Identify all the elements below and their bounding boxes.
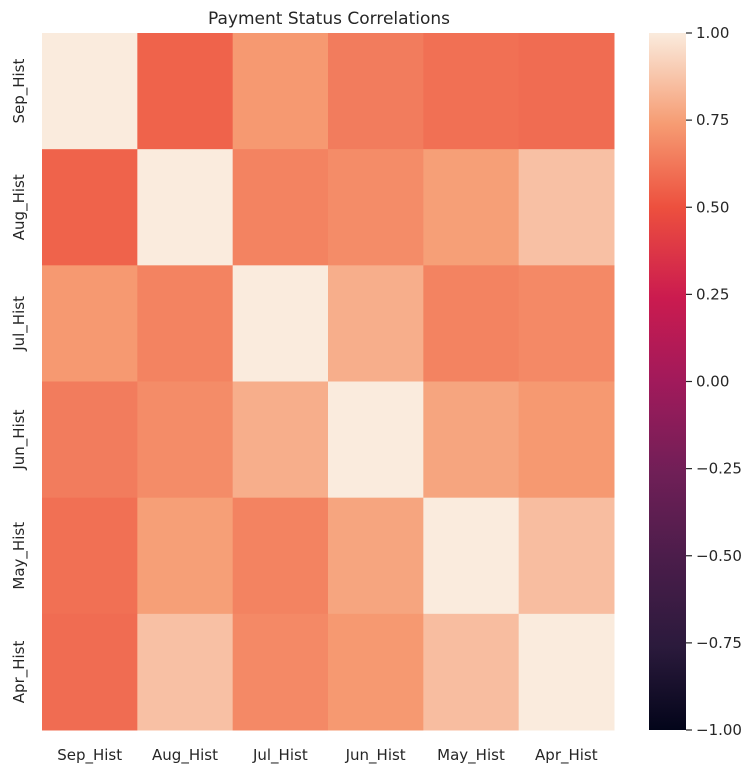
heatmap-cell xyxy=(137,265,234,382)
y-axis-tick-labels: Sep_Hist Aug_Hist Jul_Hist Jun_Hist May_Hist… xyxy=(10,59,29,704)
colorbar-gradient xyxy=(649,33,686,730)
heatmap-cell xyxy=(232,33,329,150)
heatmap-cell xyxy=(328,381,424,499)
heatmap-cell xyxy=(518,265,615,382)
heatmap-cell xyxy=(518,149,615,266)
y-tick-label: Aug_Hist xyxy=(10,174,29,240)
heatmap-cell xyxy=(42,613,138,731)
heatmap-cell xyxy=(137,613,234,731)
heatmap-cell xyxy=(423,149,520,266)
heatmap-cell xyxy=(328,33,424,150)
y-tick-label: Jun_Hist xyxy=(10,409,29,470)
heatmap-cell xyxy=(328,613,424,731)
x-tick-label: Aug_Hist xyxy=(152,746,218,765)
colorbar-tick-label: −0.75 xyxy=(696,634,742,652)
colorbar-tick-label: 0.25 xyxy=(696,285,729,303)
y-tick-label: Apr_Hist xyxy=(10,641,29,704)
x-tick-label: Jul_Hist xyxy=(252,746,308,765)
heatmap-cell xyxy=(42,149,138,266)
heatmap-cell xyxy=(137,33,234,150)
heatmap-cell xyxy=(423,613,520,731)
heatmap-cell xyxy=(423,265,520,382)
colorbar-tick-label: −0.50 xyxy=(696,547,742,565)
heatmap-cell xyxy=(42,265,138,382)
heatmap-cell xyxy=(232,149,329,266)
colorbar-tick-label: 0.50 xyxy=(696,198,729,216)
heatmap-cell xyxy=(42,497,138,615)
heatmap-cell xyxy=(232,265,329,382)
heatmap-cell xyxy=(137,149,234,266)
heatmap-cell xyxy=(137,381,234,499)
heatmap-cell xyxy=(518,613,615,731)
heatmap-cell xyxy=(42,381,138,499)
heatmap-cell xyxy=(328,265,424,382)
colorbar-tick-label: 0.75 xyxy=(696,111,729,129)
heatmap-cell xyxy=(232,613,329,731)
heatmap-cell xyxy=(518,497,615,615)
x-tick-label: May_Hist xyxy=(437,746,505,765)
heatmap-cell xyxy=(518,33,615,150)
heatmap-cell xyxy=(423,497,520,615)
y-tick-label: May_Hist xyxy=(10,522,29,590)
colorbar-tick-label: 1.00 xyxy=(696,24,729,42)
colorbar: 1.00 0.75 0.50 0.25 0.00 −0.25 −0.50 −0.75 −1.00 xyxy=(649,24,742,739)
heatmap-cell xyxy=(137,497,234,615)
y-tick-label: Jul_Hist xyxy=(10,296,29,352)
heatmap-cell xyxy=(328,497,424,615)
colorbar-tick-label: −1.00 xyxy=(696,721,742,739)
heatmap-cells xyxy=(42,33,615,731)
colorbar-tick-label: 0.00 xyxy=(696,373,729,391)
heatmap-cell xyxy=(423,33,520,150)
y-tick-label: Sep_Hist xyxy=(10,59,29,124)
heatmap-cell xyxy=(232,497,329,615)
heatmap-cell xyxy=(232,381,329,499)
heatmap-cell xyxy=(328,149,424,266)
colorbar-ticks: 1.00 0.75 0.50 0.25 0.00 −0.25 −0.50 −0.75 −1.00 xyxy=(686,24,742,739)
heatmap-cell xyxy=(423,381,520,499)
heatmap-cell xyxy=(42,33,138,150)
x-tick-label: Jun_Hist xyxy=(345,746,406,765)
heatmap-cell xyxy=(518,381,615,499)
x-tick-label: Apr_Hist xyxy=(535,746,598,765)
chart-title: Payment Status Correlations xyxy=(208,9,450,29)
x-axis-tick-labels: Sep_Hist Aug_Hist Jul_Hist Jun_Hist May_Hist… xyxy=(57,746,598,765)
x-tick-label: Sep_Hist xyxy=(57,746,122,765)
colorbar-tick-label: −0.25 xyxy=(696,460,742,478)
